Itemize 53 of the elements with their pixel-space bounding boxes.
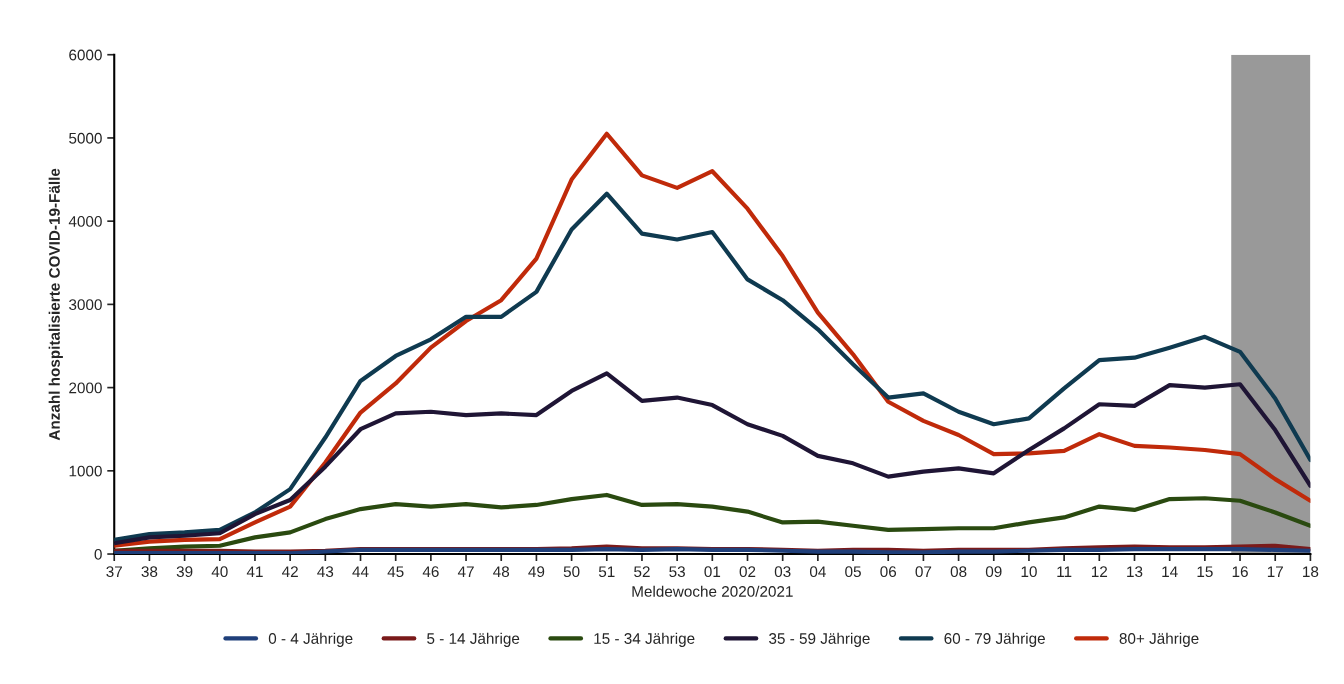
x-tick-label: 38 bbox=[141, 566, 158, 578]
x-tick-label: 02 bbox=[739, 566, 756, 578]
legend-label: 35 - 59 Jährige bbox=[769, 632, 870, 647]
y-tick-label: 5000 bbox=[69, 132, 102, 144]
x-tick-label: 17 bbox=[1267, 566, 1283, 577]
x-tick-label: 43 bbox=[317, 566, 334, 578]
x-tick-label: 04 bbox=[809, 566, 826, 578]
legend-label: 80+ Jährige bbox=[1119, 632, 1199, 647]
x-tick-label: 50 bbox=[563, 566, 580, 578]
y-tick-label: 6000 bbox=[69, 49, 102, 61]
x-tick-label: 51 bbox=[598, 566, 615, 578]
x-tick-label: 42 bbox=[282, 566, 298, 577]
x-tick-label: 09 bbox=[985, 566, 1002, 578]
x-tick-label: 12 bbox=[1091, 566, 1108, 577]
x-tick-label: 03 bbox=[774, 566, 791, 578]
legend-label: 5 - 14 Jährige bbox=[427, 632, 520, 647]
x-tick-label: 44 bbox=[352, 566, 369, 577]
x-tick-label: 47 bbox=[457, 566, 474, 577]
legend-label: 60 - 79 Jährige bbox=[944, 632, 1045, 647]
x-tick-label: 07 bbox=[915, 566, 932, 578]
line-series bbox=[114, 371, 1311, 546]
x-tick-label: 14 bbox=[1162, 566, 1178, 577]
y-tick-label: 1000 bbox=[69, 465, 102, 477]
x-axis-title: Meldewoche 2020/2021 bbox=[632, 585, 793, 597]
y-tick-label: 3000 bbox=[69, 299, 102, 311]
legend-label: 15 - 34 Jährige bbox=[594, 632, 695, 647]
line-series bbox=[114, 191, 1311, 542]
y-axis-title: Anzahl hospitalisierte COVID-19-Fälle bbox=[48, 168, 63, 441]
x-tick-label: 08 bbox=[950, 566, 967, 578]
x-tick-label: 06 bbox=[880, 566, 897, 578]
x-tick-label: 10 bbox=[1021, 566, 1037, 578]
y-tick-label: 0 bbox=[94, 548, 102, 560]
x-tick-label: 11 bbox=[1057, 566, 1072, 577]
x-tick-label: 05 bbox=[845, 566, 861, 578]
y-tick-label: 4000 bbox=[68, 216, 102, 227]
x-tick-label: 40 bbox=[211, 566, 228, 578]
x-tick-label: 01 bbox=[704, 566, 721, 578]
x-tick-label: 18 bbox=[1303, 566, 1319, 578]
x-tick-label: 49 bbox=[528, 566, 545, 578]
x-tick-label: 46 bbox=[422, 566, 439, 578]
x-tick-label: 39 bbox=[176, 566, 193, 578]
x-tick-label: 52 bbox=[634, 566, 650, 578]
x-tick-label: 53 bbox=[669, 566, 685, 578]
x-tick-label: 16 bbox=[1232, 566, 1248, 578]
y-tick-label: 2000 bbox=[69, 382, 102, 394]
legend-label: 0 - 4 Jährige bbox=[268, 632, 353, 647]
line-series bbox=[114, 131, 1311, 548]
x-tick-label: 45 bbox=[387, 566, 404, 578]
x-tick-label: 41 bbox=[246, 566, 263, 577]
x-tick-label: 13 bbox=[1127, 566, 1143, 578]
x-tick-label: 15 bbox=[1197, 566, 1213, 578]
x-tick-label: 37 bbox=[106, 566, 122, 578]
x-tick-label: 48 bbox=[493, 566, 510, 578]
